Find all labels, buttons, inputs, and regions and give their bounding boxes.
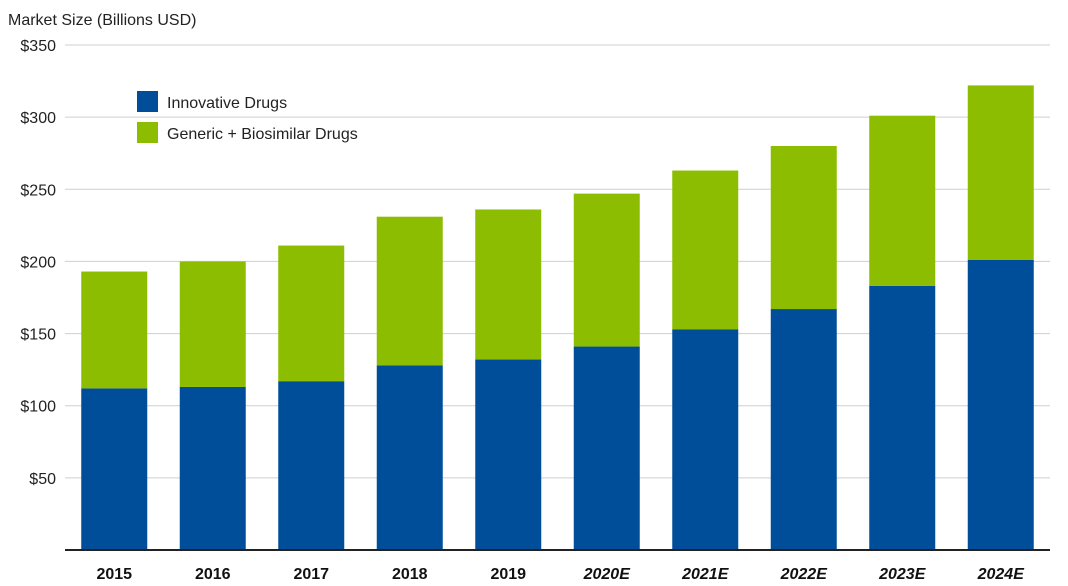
- bar-segment: [573, 193, 640, 347]
- bar-segment: [179, 386, 246, 550]
- y-tick-label: $350: [20, 38, 56, 55]
- legend-swatch: [137, 122, 158, 143]
- x-tick-label: 2018: [392, 566, 428, 583]
- legend-label: Innovative Drugs: [167, 95, 287, 112]
- legend-label: Generic + Biosimilar Drugs: [167, 126, 358, 143]
- x-tick-label: 2024E: [977, 566, 1026, 583]
- bar-segment: [770, 146, 837, 310]
- y-tick-label: $250: [20, 182, 56, 199]
- bar-segment: [967, 259, 1034, 550]
- bar-segment: [179, 261, 246, 387]
- x-tick-label: 2017: [293, 566, 329, 583]
- bar-segment: [376, 216, 443, 366]
- bar-segment: [672, 329, 739, 550]
- bar-segment: [770, 309, 837, 550]
- bar-segment: [278, 381, 345, 550]
- bar-segment: [81, 388, 148, 550]
- bar-segment: [278, 245, 345, 382]
- bar-segment: [869, 115, 936, 286]
- y-axis-ticks: $50 $100 $150 $200 $250 $300 $350: [20, 38, 56, 488]
- x-tick-label: 2019: [490, 566, 526, 583]
- x-tick-label: 2023E: [878, 566, 927, 583]
- bar-segment: [672, 170, 739, 330]
- bar-segment: [475, 359, 542, 550]
- bars: [81, 85, 1034, 550]
- y-tick-label: $100: [20, 399, 56, 416]
- x-tick-label: 2020E: [583, 566, 632, 583]
- bar-segment: [967, 85, 1034, 260]
- x-axis-ticks: 2015 2016 2017 2018 2019 2020E 2021E 2022E 2023E…: [96, 566, 1025, 583]
- y-tick-label: $200: [20, 254, 56, 271]
- bar-segment: [376, 365, 443, 550]
- bar-segment: [573, 346, 640, 550]
- x-tick-label: 2021E: [681, 566, 730, 583]
- bar-segment: [475, 209, 542, 360]
- x-tick-label: 2015: [96, 566, 132, 583]
- y-tick-label: $150: [20, 327, 56, 344]
- bar-segment: [81, 271, 148, 389]
- y-tick-label: $300: [20, 110, 56, 127]
- legend-swatch: [137, 91, 158, 112]
- x-tick-label: 2022E: [780, 566, 829, 583]
- y-axis-title: Market Size (Billions USD): [8, 12, 196, 29]
- x-tick-label: 2016: [195, 566, 231, 583]
- legend: Innovative Drugs Generic + Biosimilar Dru…: [137, 91, 358, 143]
- bar-segment: [869, 285, 936, 550]
- y-tick-label: $50: [29, 471, 56, 488]
